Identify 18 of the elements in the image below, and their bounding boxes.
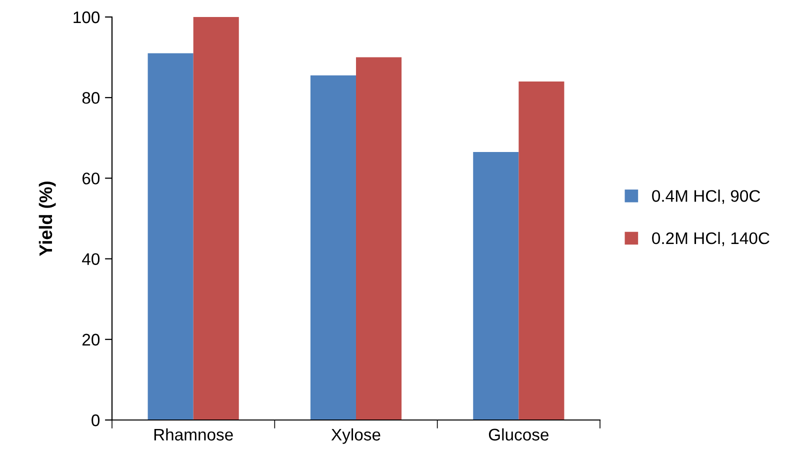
bar (518, 81, 564, 420)
bar (148, 53, 194, 420)
bar (193, 17, 239, 420)
y-tick-label: 40 (82, 253, 100, 266)
y-axis-title: Yield (%) (38, 182, 56, 256)
y-tick-label: 100 (74, 11, 100, 24)
x-tick-label: Glucose (488, 428, 548, 441)
x-tick-label: Xylose (331, 428, 380, 444)
legend-label: 0.2M HCl, 140C (652, 232, 770, 246)
y-tick-label: 0 (92, 414, 100, 426)
legend-label: 0.4M HCl, 90C (652, 190, 760, 204)
bar (356, 57, 402, 420)
y-tick-label: 80 (82, 92, 100, 104)
bar (310, 75, 356, 420)
bar (473, 152, 519, 420)
x-tick-label: Rhamnose (154, 428, 233, 441)
y-tick-label: 20 (82, 334, 100, 346)
y-tick-label: 60 (82, 172, 100, 184)
